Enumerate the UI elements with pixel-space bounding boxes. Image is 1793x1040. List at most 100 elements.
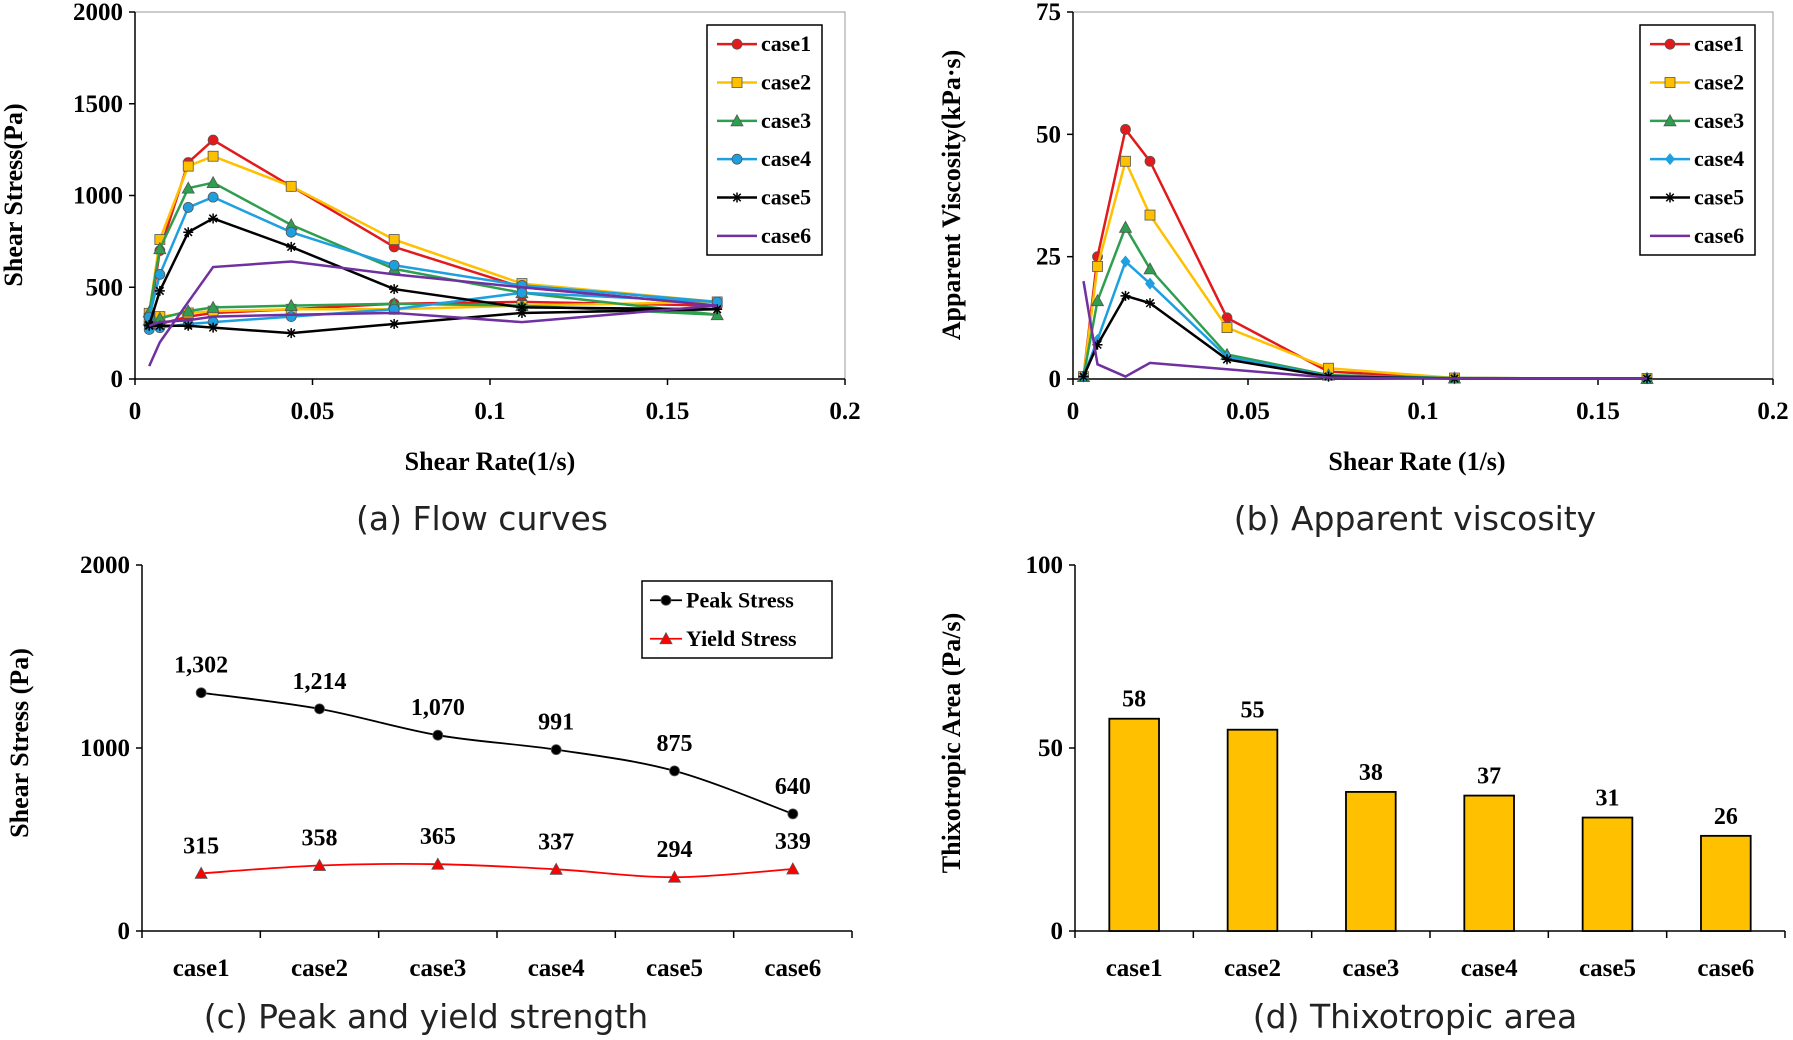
data-point-case2	[1144, 209, 1156, 221]
series-case5-b	[1078, 290, 1652, 384]
series-line-case4	[1082, 259, 1647, 380]
data-point	[314, 703, 325, 715]
legend-label: case6	[761, 223, 811, 248]
series-line-case2	[1082, 157, 1648, 380]
series-line-case6	[1082, 280, 1647, 380]
legend-item-case4: case4	[1650, 146, 1744, 171]
data-point-case3	[181, 304, 195, 317]
data-point	[787, 808, 799, 820]
legend-item-case3: case3	[717, 108, 811, 133]
x-tick-label-c: case2	[291, 955, 348, 982]
data-point-case5	[208, 213, 219, 224]
legend-b: case1 case2 case3 case4 case5 case6	[1639, 24, 1756, 256]
legend-marker	[1664, 77, 1676, 88]
data-point	[667, 870, 682, 883]
x-tick-label-c: case3	[409, 955, 466, 982]
data-point	[550, 744, 562, 756]
legend-marker	[1664, 38, 1676, 50]
data-point-case5	[154, 320, 165, 331]
bar	[1345, 791, 1397, 932]
data-point-case5	[183, 320, 194, 331]
legend-box-c	[641, 580, 833, 659]
data-label: 337	[538, 829, 574, 855]
series-line-case5	[1082, 294, 1647, 380]
x-axis-label-b: Shear Rate (1/s)	[1328, 447, 1505, 476]
legend-marker	[659, 631, 673, 645]
bar-value-label: 26	[1714, 804, 1738, 830]
data-point-case4	[1120, 255, 1131, 268]
x-tick-label-b: 0.15	[1576, 398, 1620, 425]
data-point-case4	[182, 202, 194, 213]
data-point-case3	[153, 241, 167, 255]
bar-group-case6: 26 case6	[1697, 804, 1754, 982]
x-tick-label-d: case4	[1461, 955, 1518, 982]
data-label: 875	[657, 731, 693, 757]
series-case6-b	[1082, 280, 1647, 380]
data-point-case3	[181, 181, 195, 194]
data-point-case2	[182, 160, 194, 172]
series-case6-a	[148, 260, 718, 367]
x-tick-label-b: 0.05	[1226, 398, 1270, 425]
legend-c: Peak Stress Yield Stress	[641, 580, 833, 659]
data-point-case3	[206, 300, 220, 313]
x-tick-label-b: 0.1	[1407, 398, 1438, 425]
data-point-case1	[207, 134, 219, 146]
legend-item-case5: case5	[1650, 185, 1744, 210]
legend-marker	[1663, 113, 1677, 127]
x-tick-label-a: 0.1	[474, 398, 505, 425]
legend-box-b	[1639, 24, 1756, 256]
legend-marker	[732, 192, 742, 203]
data-point-case1	[1120, 124, 1131, 135]
data-point-case3	[206, 175, 220, 189]
data-point-case3	[1118, 220, 1133, 233]
caption-c: (c) Peak and yield strength	[204, 997, 648, 1036]
data-point	[432, 729, 444, 741]
x-tick-label-b: 0	[1067, 398, 1080, 425]
x-tick-label-d: case2	[1224, 955, 1281, 982]
data-point-case5	[208, 322, 219, 333]
series-line-case1	[1082, 126, 1648, 380]
data-label: 358	[302, 825, 338, 851]
x-tick-label-d: case5	[1579, 955, 1636, 982]
data-label: 365	[420, 824, 456, 850]
y-tick-label-d: 0	[1051, 918, 1064, 945]
x-tick-label-a: 0.15	[646, 398, 690, 425]
legend-label: case1	[1694, 31, 1744, 56]
y-tick-label-c: 2000	[80, 552, 130, 579]
data-point-case2	[1092, 261, 1103, 272]
data-point	[194, 866, 208, 879]
data-point-case4	[285, 226, 297, 238]
data-point-case3	[1090, 293, 1105, 307]
data-point-case5	[516, 307, 527, 318]
legend-label: case6	[1694, 223, 1744, 248]
legend-label: case1	[761, 31, 811, 56]
legend-item-peak-stress: Peak Stress	[650, 587, 794, 612]
bar-group-case3: 38 case3	[1342, 760, 1399, 982]
x-tick-label-c: case6	[764, 955, 821, 982]
series-case3-b	[1076, 220, 1654, 384]
legend-label: Peak Stress	[686, 587, 794, 612]
data-point-case4	[516, 287, 528, 299]
y-tick-label-c: 1000	[80, 735, 130, 762]
legend-item-case4: case4	[717, 146, 811, 171]
y-axis-label-b: Apparent Viscosity(kPa·s)	[937, 50, 966, 341]
data-point-case4	[285, 311, 297, 323]
legend-label: case4	[1694, 146, 1744, 171]
x-tick-label-c: case4	[528, 955, 585, 982]
series-peak-stress: 1,302 1,214 1,070 991 875 640	[174, 653, 811, 820]
legend-label: Yield Stress	[686, 626, 797, 651]
data-point	[195, 687, 207, 699]
data-point	[431, 857, 445, 870]
legend-marker	[731, 77, 743, 88]
data-point-case2	[1120, 155, 1131, 167]
legend-item-case1: case1	[1650, 31, 1744, 56]
data-point-case5	[712, 304, 723, 315]
legend-label: case5	[1694, 185, 1744, 210]
data-point-case3	[710, 307, 724, 321]
series-line	[201, 863, 793, 879]
y-tick-label-b: 25	[1036, 244, 1061, 271]
data-point-case5	[1078, 371, 1089, 382]
